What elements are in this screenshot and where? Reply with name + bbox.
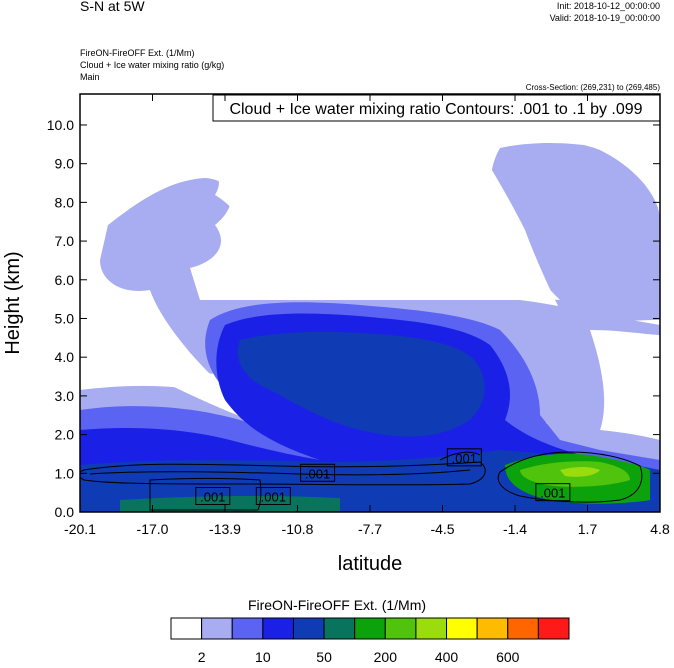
legend-swatch <box>507 617 539 640</box>
y-tick-label: 2.0 <box>55 427 75 443</box>
y-tick-label: 10.0 <box>47 117 74 133</box>
legend-swatch <box>354 617 386 640</box>
contour-title: Cloud + Ice water mixing ratio Contours:… <box>229 101 642 118</box>
y-tick-label: 3.0 <box>55 388 75 404</box>
legend-label: 2 <box>198 649 206 665</box>
contour-label: .001 <box>452 451 477 466</box>
y-axis: 0.0 1.0 2.0 3.0 4.0 5.0 6.0 7.0 8.0 9.0 10.0 <box>47 117 660 520</box>
x-tick-label: -17.0 <box>137 521 169 537</box>
x-tick-label: -10.8 <box>282 521 314 537</box>
cross-section-label: Cross-Section: (269,231) to (269,485) <box>525 83 660 92</box>
x-tick-label: -4.5 <box>430 521 454 537</box>
x-tick-label: 1.7 <box>578 521 598 537</box>
legend-swatch <box>292 617 325 640</box>
main-title: S-N at 5W <box>80 0 145 14</box>
y-axis-label: Height (km) <box>2 251 24 354</box>
field-label-mixing-ratio: Cloud + Ice water mixing ratio (g/kg) <box>80 60 225 70</box>
field-label-main: Main <box>80 72 100 82</box>
legend-swatch <box>231 617 264 640</box>
contour-line-2 <box>89 469 471 476</box>
shade-clear-top <box>80 94 660 300</box>
legend-swatch <box>170 617 203 640</box>
legend-label: 600 <box>496 649 520 665</box>
x-axis: -20.1 -17.0 -13.9 -10.8 -7.7 -4.5 -1.4 1.7 4.8 <box>64 94 670 537</box>
x-tick-label: -1.4 <box>503 521 527 537</box>
init-time-label: Init: 2018-10-12_00:00:00 <box>556 1 660 11</box>
y-tick-label: 4.0 <box>55 349 75 365</box>
y-tick-label: 7.0 <box>55 233 75 249</box>
legend-label: 50 <box>316 649 332 665</box>
legend-color-bar <box>170 617 570 640</box>
x-tick-label: 4.8 <box>650 521 670 537</box>
shade-band-200-400 <box>237 331 485 437</box>
x-tick-label: -13.9 <box>209 521 241 537</box>
valid-time-label: Valid: 2018-10-19_00:00:00 <box>549 13 660 23</box>
y-tick-label: 1.0 <box>55 465 75 481</box>
shade-band-lime <box>560 467 600 477</box>
contour-line-5 <box>439 451 481 461</box>
contour-lines <box>80 451 643 511</box>
y-tick-label: 6.0 <box>55 272 75 288</box>
contour-label-box <box>446 448 482 467</box>
legend-swatch <box>262 617 294 640</box>
shaded-field <box>80 94 660 512</box>
contour-label-box <box>195 487 231 506</box>
contour-label: .001 <box>540 486 565 501</box>
contour-label-group: .001 .001 .001 .001 .001 <box>195 448 571 506</box>
legend-swatch <box>476 617 509 640</box>
legend-swatch <box>323 617 356 640</box>
contour-title-box <box>212 94 661 122</box>
shade-band-upper-right <box>480 139 660 330</box>
legend-swatch <box>446 617 478 640</box>
shade-clear-right <box>590 330 660 440</box>
y-tick-label: 8.0 <box>55 194 75 210</box>
contour-label: .001 <box>200 490 225 505</box>
legend-label: 10 <box>255 649 271 665</box>
contour-line-3 <box>149 478 262 511</box>
contour-label-box <box>255 487 291 506</box>
legend-labels: 2 10 50 200 400 600 <box>198 649 520 665</box>
x-axis-label: latitude <box>338 553 403 575</box>
x-tick-label: -7.7 <box>358 521 382 537</box>
field-label-extinction: FireON-FireOFF Ext. (1/Mm) <box>80 48 195 58</box>
legend-swatch <box>201 617 233 640</box>
contour-label-box <box>535 483 571 502</box>
x-tick-label: -20.1 <box>64 521 96 537</box>
contour-label-box <box>300 463 336 482</box>
legend-swatch <box>537 617 570 640</box>
legend-title: FireON-FireOFF Ext. (1/Mm) <box>247 597 427 613</box>
y-tick-label: 0.0 <box>55 504 75 520</box>
contour-label: .001 <box>305 466 330 481</box>
contour-label: .001 <box>261 490 286 505</box>
contour-line-4 <box>497 451 643 503</box>
y-tick-label: 5.0 <box>55 310 75 326</box>
legend-label: 400 <box>435 649 459 665</box>
contour-line-1 <box>80 461 486 486</box>
legend-swatch <box>415 617 448 640</box>
y-tick-label: 9.0 <box>55 156 75 172</box>
legend-label: 200 <box>374 649 398 665</box>
legend-swatch <box>384 617 417 640</box>
